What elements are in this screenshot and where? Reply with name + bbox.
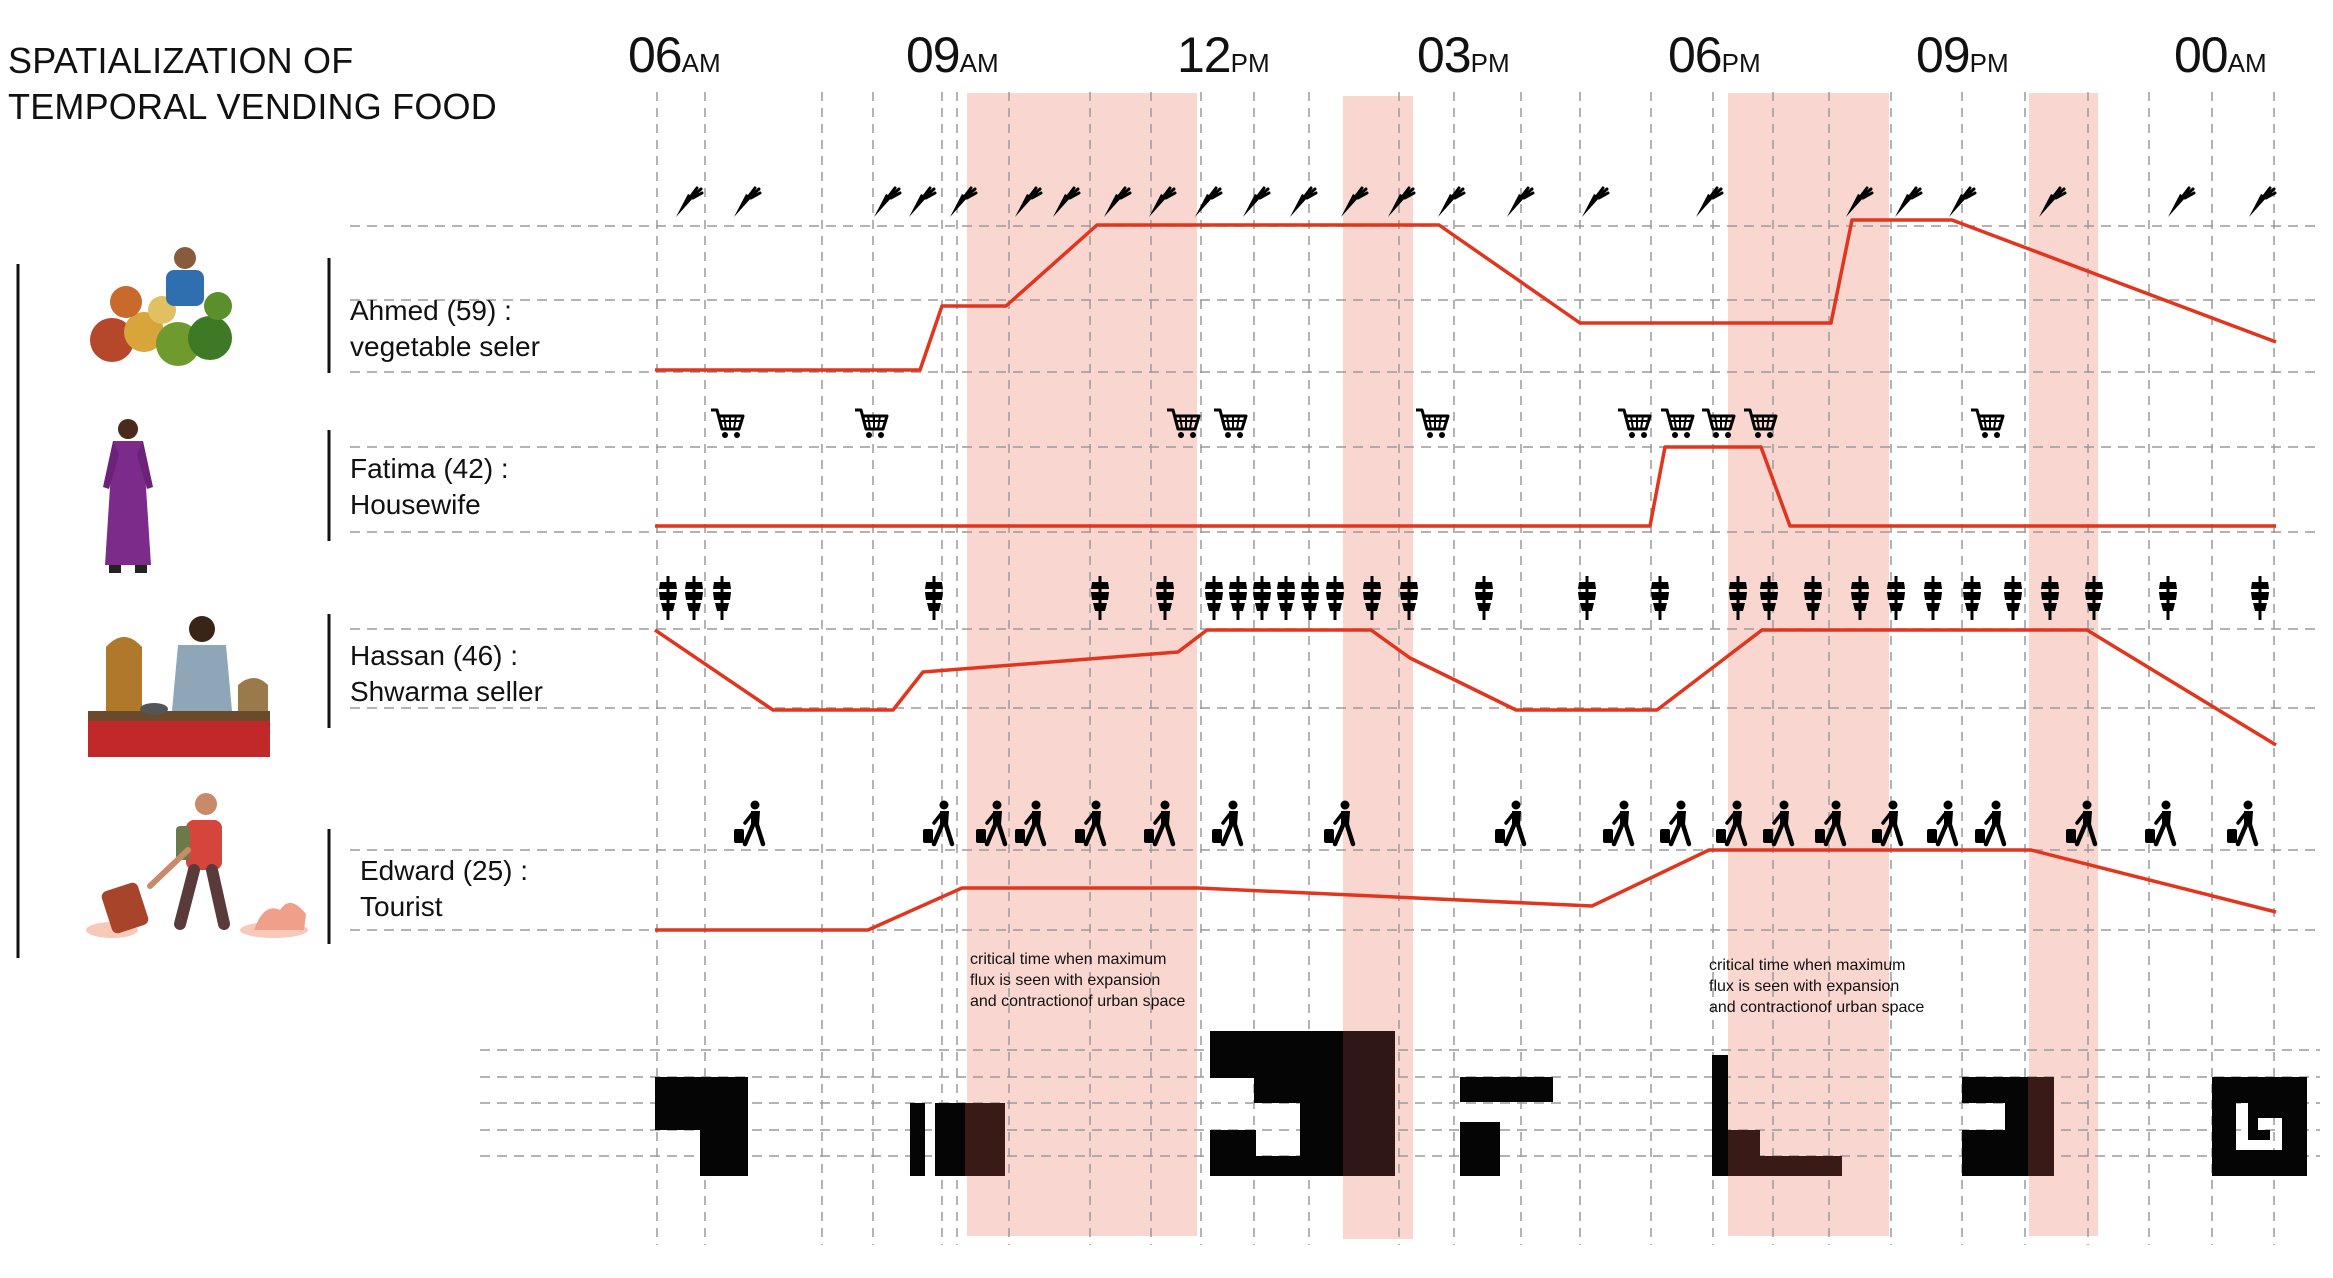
hassan-activity-line (654, 628, 2277, 747)
time-label-09pm: 09PM (1916, 27, 2009, 83)
critical-time-bands (967, 93, 2098, 1239)
space-block (1962, 1077, 2028, 1176)
space-block (2212, 1077, 2307, 1176)
edward-activity-line (655, 848, 2277, 932)
space-block (1728, 1130, 1842, 1176)
shawarma-seller-photo (88, 605, 270, 757)
space-block (1210, 1031, 1343, 1176)
space-block (935, 1103, 965, 1176)
time-label-12pm: 12PM (1177, 27, 1270, 83)
time-label-09am: 09AM (906, 27, 999, 83)
space-block (2028, 1077, 2054, 1176)
housewife-photo (97, 415, 159, 577)
urban-space-blocks (655, 1031, 2307, 1176)
space-block (965, 1103, 1005, 1176)
time-label-00am: 00AM (2174, 27, 2267, 83)
tourist-icons (734, 801, 2256, 845)
shawarma-icons (659, 576, 2269, 620)
ahmed-activity-line (655, 218, 2277, 372)
time-label-03pm: 03PM (1417, 27, 1510, 83)
critical-time-note: critical time when maximum flux is seen … (970, 951, 1186, 1010)
edward-label: Edward (25) : Tourist (360, 855, 529, 922)
space-block (1460, 1122, 1500, 1176)
tourist-illustration (84, 790, 328, 940)
diagram-title: SPATIALIZATION OF TEMPORAL VENDING FOOD (8, 40, 497, 127)
vegetable-seller-photo (90, 240, 236, 372)
fatima-activity-line (655, 445, 2276, 528)
space-block (655, 1077, 748, 1176)
hassan-label: Hassan (46) : Shwarma seller (350, 640, 543, 707)
ahmed-label: Ahmed (59) : vegetable seler (350, 295, 540, 362)
time-label-06pm: 06PM (1668, 27, 1761, 83)
fatima-label: Fatima (42) : Housewife (350, 453, 509, 520)
time-label-06am: 06AM (628, 27, 721, 83)
critical-time-note: critical time when maximum flux is seen … (1709, 957, 1925, 1016)
activity-lines (654, 218, 2277, 932)
horizontal-grid (350, 225, 2320, 1157)
row-dividers (16, 258, 331, 958)
space-block (1343, 1031, 1395, 1176)
space-block (1460, 1077, 1553, 1102)
space-block (910, 1103, 925, 1176)
critical-band (1728, 93, 1889, 1236)
critical-band (2029, 93, 2098, 1236)
